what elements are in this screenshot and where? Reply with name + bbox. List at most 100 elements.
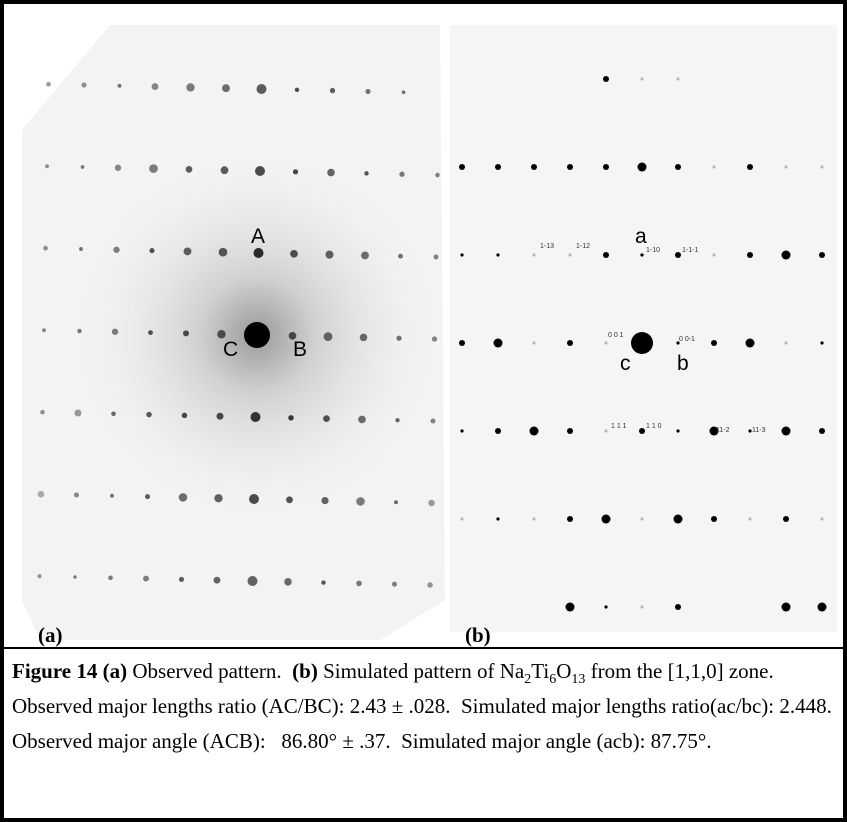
diffraction-spot	[114, 164, 122, 171]
spots	[37, 76, 827, 612]
diffraction-spot	[784, 165, 788, 169]
diffraction-spot	[747, 164, 753, 170]
diffraction-spot	[531, 164, 537, 170]
spot-label: 1-13	[540, 243, 554, 250]
diffraction-spot	[321, 496, 329, 505]
diffraction-spot	[294, 87, 300, 93]
diffraction-spot	[80, 165, 85, 169]
diffraction-spot	[149, 164, 158, 173]
diffraction-spot	[364, 171, 369, 176]
diffraction-spot	[220, 166, 229, 175]
subscript: 6	[549, 672, 557, 688]
diffraction-spot	[819, 252, 825, 258]
diffraction-spot	[217, 329, 226, 339]
diffraction-spot	[325, 250, 334, 259]
diffraction-spot	[675, 164, 681, 170]
panel-label: (a)	[38, 623, 63, 647]
diffraction-spot	[712, 253, 716, 257]
diffraction-spot	[459, 340, 465, 346]
diffraction-spot	[37, 574, 42, 579]
diffraction-spot	[218, 247, 228, 257]
diffraction-spot	[637, 162, 647, 172]
diffraction-spot	[676, 341, 680, 345]
panel-a-corner	[22, 25, 110, 130]
diffraction-spot	[73, 575, 77, 579]
diffraction-spot	[601, 514, 611, 524]
diffraction-spot	[604, 605, 608, 609]
diffraction-spot	[151, 83, 159, 91]
diffraction-spot	[459, 164, 465, 170]
diffraction-spot	[675, 252, 681, 258]
diffraction-spot	[37, 490, 45, 498]
diffraction-spot	[113, 246, 120, 253]
spot-label: 11-3	[752, 427, 766, 434]
caption-label: (a)	[97, 659, 128, 683]
spot-label: 0 0-1	[679, 336, 695, 343]
point-label: A	[251, 225, 265, 248]
diffraction-spot	[603, 252, 609, 258]
diffraction-spot	[568, 253, 572, 257]
diffraction-spot	[79, 247, 83, 251]
diffraction-spot	[110, 493, 114, 498]
diffraction-spot	[820, 165, 824, 169]
diffraction-spot	[186, 83, 195, 92]
diffraction-spot	[284, 578, 292, 586]
diffraction-spot	[640, 77, 644, 81]
panel-label: (b)	[465, 623, 491, 647]
diffraction-spot	[495, 164, 501, 170]
diffraction-spot	[748, 517, 752, 521]
diffraction-spot	[640, 517, 644, 521]
diffraction-spot	[356, 580, 362, 587]
diffraction-spot	[711, 516, 717, 522]
diffraction-spot	[244, 322, 270, 348]
diffraction-spot	[111, 328, 119, 335]
spot-label: 0 0 1	[608, 332, 624, 339]
diffraction-spot	[288, 415, 294, 421]
diffraction-spot	[709, 426, 719, 436]
diffraction-spot	[631, 332, 653, 354]
diffraction-spot	[712, 165, 716, 169]
caption-text: Observed pattern.	[127, 659, 293, 683]
diffraction-spot	[321, 580, 326, 585]
diffraction-spot	[249, 494, 259, 504]
point-label: b	[677, 352, 689, 375]
diffraction-spot	[748, 429, 752, 433]
diffraction-spot	[323, 332, 333, 341]
diffraction-spot	[178, 576, 185, 582]
diffraction-spot	[711, 340, 717, 346]
diffraction-spot	[253, 248, 264, 258]
diffraction-spot	[40, 409, 45, 415]
diffraction-spot	[639, 428, 645, 434]
point-label: a	[635, 225, 647, 248]
diffraction-spot	[460, 429, 464, 433]
diffraction-spot	[178, 493, 188, 502]
diffraction-spot	[781, 426, 791, 436]
diffraction-spot	[603, 164, 609, 170]
diffraction-spot	[676, 429, 680, 433]
diffraction-spot	[460, 253, 464, 257]
diffraction-spot	[435, 172, 440, 178]
spot-label: 1 1 0	[646, 423, 662, 430]
diffraction-spot	[565, 602, 575, 612]
diffraction-spot	[431, 336, 438, 342]
diffraction-spot	[391, 581, 398, 587]
diffraction-spot	[292, 169, 299, 175]
diffraction-spot	[781, 250, 791, 260]
diffraction-spot	[143, 575, 149, 582]
diffraction-spot	[323, 415, 330, 422]
diffraction-spot	[183, 247, 192, 256]
diffraction-spot	[567, 164, 573, 170]
diffraction-spot	[46, 81, 51, 87]
diffraction-spot	[496, 517, 500, 521]
diffraction-spot	[673, 514, 683, 524]
diffraction-spot	[529, 426, 539, 436]
figure-number: Figure 14	[12, 659, 98, 683]
diffraction-spot	[604, 429, 608, 433]
diffraction-spot	[433, 254, 439, 260]
diffraction-spot	[495, 428, 501, 434]
spot-label: 1-1-1	[682, 247, 698, 254]
point-label: B	[293, 338, 307, 361]
diffraction-spot	[216, 412, 224, 420]
diffraction-spot	[329, 87, 336, 94]
